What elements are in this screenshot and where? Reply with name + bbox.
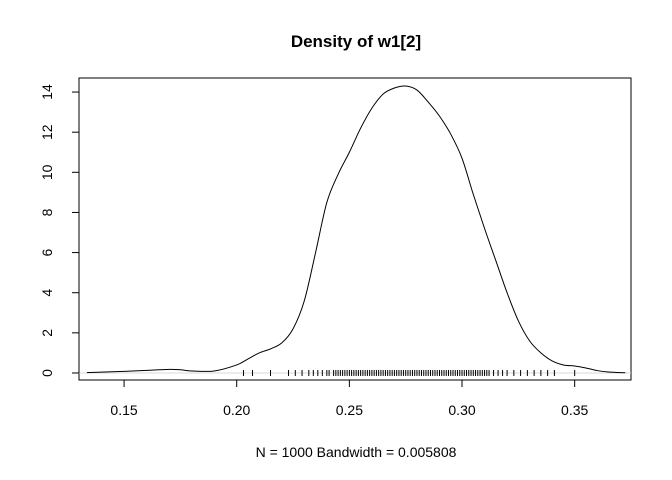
- x-tick-label: 0.30: [448, 402, 475, 418]
- y-tick-label: 8: [39, 208, 55, 216]
- plot-box: [78, 77, 632, 381]
- y-tick-label: 6: [39, 248, 55, 256]
- y-axis: 0 2 4 6 8 10 12 14: [39, 84, 80, 377]
- y-tick-label: 2: [39, 329, 55, 337]
- x-tick-label: 0.35: [561, 402, 588, 418]
- y-tick-label: 12: [39, 124, 55, 140]
- y-tick-label: 10: [39, 164, 55, 180]
- x-tick-label: 0.15: [110, 402, 137, 418]
- x-axis: 0.15 0.20 0.25 0.30 0.35: [110, 379, 589, 418]
- y-tick-label: 14: [39, 84, 55, 100]
- x-axis-label: N = 1000 Bandwidth = 0.005808: [256, 444, 457, 460]
- density-line: [86, 85, 626, 374]
- x-tick-label: 0.20: [223, 402, 250, 418]
- rug-ticks: [242, 369, 576, 376]
- y-tick-label: 0: [39, 369, 55, 377]
- x-tick-label: 0.25: [336, 402, 363, 418]
- y-tick-label: 4: [39, 289, 55, 297]
- chart-title: Density of w1[2]: [291, 32, 421, 51]
